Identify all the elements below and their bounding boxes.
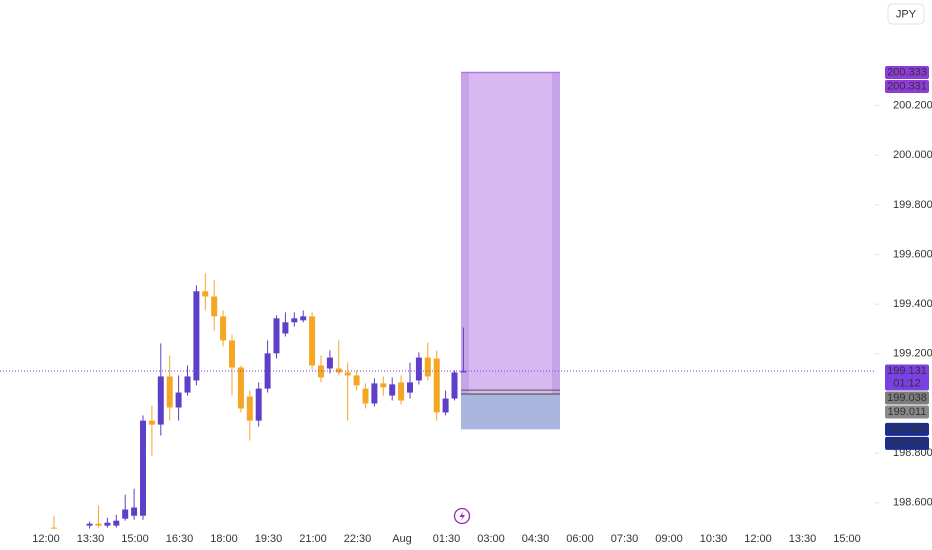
y-tick-label: 200.000 (893, 149, 932, 161)
candle-body (398, 382, 405, 401)
x-tick-label: 03:00 (477, 533, 505, 545)
currency-label[interactable]: JPY (896, 8, 917, 20)
candle-body (148, 420, 155, 425)
y-tick-label: 199.200 (893, 348, 932, 360)
candle-body (211, 296, 218, 317)
countdown-label: 01:12 (893, 377, 921, 389)
last-price-label: 199.131 (887, 365, 927, 377)
candle-body (335, 368, 342, 373)
candle-body (51, 527, 57, 529)
candle-body (451, 372, 458, 399)
price-label: 198.896 (887, 423, 927, 435)
candle-body (389, 384, 396, 396)
profit-zone (461, 72, 560, 395)
candle-body (131, 507, 138, 516)
candle-body (273, 318, 280, 354)
candle-body (309, 316, 316, 366)
candle-body (442, 398, 449, 413)
price-label: 199.038 (887, 392, 927, 404)
candle-body (140, 420, 146, 516)
candle-body (246, 396, 253, 421)
candle-body (166, 376, 173, 408)
candle-body (122, 509, 129, 519)
candle-body (415, 357, 422, 381)
candle-body (300, 316, 307, 321)
candle-body (175, 392, 182, 408)
x-tick-label: 19:30 (255, 533, 283, 545)
candle-body (86, 523, 93, 526)
profit-zone-edge (461, 72, 469, 395)
event-icon-bolt (459, 511, 465, 521)
currency-button[interactable] (887, 3, 925, 25)
x-tick-label: 07:30 (611, 533, 639, 545)
candle-body (380, 383, 387, 388)
candle-body (326, 357, 333, 369)
candle-body (362, 388, 369, 404)
price-label-box (885, 422, 929, 436)
y-tick-label: 200.200 (893, 99, 932, 111)
event-icon[interactable] (453, 507, 471, 525)
y-tick-label: 199.800 (893, 199, 932, 211)
candle-body (433, 358, 440, 413)
x-tick-label: 01:30 (433, 533, 461, 545)
x-tick-label: 04:30 (522, 533, 550, 545)
candle-body (407, 382, 413, 393)
y-tick-label: 198.600 (893, 497, 932, 509)
candle-body (291, 318, 298, 323)
price-label-box (885, 391, 929, 405)
price-label: 198.896 (887, 437, 927, 449)
price-label-box (885, 436, 929, 450)
y-tick-label: 199.400 (893, 298, 932, 310)
price-label: 200.333 (887, 66, 927, 78)
x-tick-label: 12:00 (32, 533, 60, 545)
x-tick-label: Aug (392, 533, 412, 545)
x-tick-label: 15:00 (833, 533, 861, 545)
x-tick-label: 16:30 (166, 533, 194, 545)
candle-body (353, 375, 360, 386)
candle-body (424, 357, 431, 377)
y-tick-label: 199.600 (893, 248, 932, 260)
candle-body (371, 383, 378, 404)
price-label: 199.011 (888, 406, 927, 418)
candle-body (184, 376, 191, 393)
price-label: 200.331 (887, 80, 927, 92)
candle-body (113, 520, 120, 526)
candle-body (344, 372, 351, 376)
loss-zone (461, 394, 560, 430)
last-price-box (885, 364, 929, 391)
x-tick-label: 21:00 (299, 533, 327, 545)
x-tick-label: 18:00 (210, 533, 238, 545)
x-tick-label: 13:30 (77, 533, 105, 545)
candle-body (220, 316, 227, 341)
candle-body (157, 376, 164, 425)
candle-body (202, 291, 209, 297)
price-label-box (885, 66, 929, 80)
x-tick-label: 13:30 (789, 533, 817, 545)
price-label-box (885, 80, 929, 94)
candle-body (104, 522, 111, 526)
y-tick-label: 198.800 (893, 447, 932, 459)
x-tick-label: 22:30 (344, 533, 372, 545)
x-tick-label: 10:30 (700, 533, 728, 545)
candle-body (237, 367, 244, 409)
candle-body (193, 291, 200, 381)
candle-body (95, 523, 102, 526)
candle-body (255, 388, 262, 421)
price-label-box (885, 405, 929, 419)
candle-body (460, 370, 467, 373)
x-tick-label: 12:00 (744, 533, 772, 545)
x-tick-label: 06:00 (566, 533, 594, 545)
candle-body (229, 340, 235, 368)
candle-body (282, 322, 289, 334)
x-tick-label: 09:00 (655, 533, 683, 545)
profit-zone-edge (552, 72, 560, 395)
x-tick-label: 15:00 (121, 533, 149, 545)
